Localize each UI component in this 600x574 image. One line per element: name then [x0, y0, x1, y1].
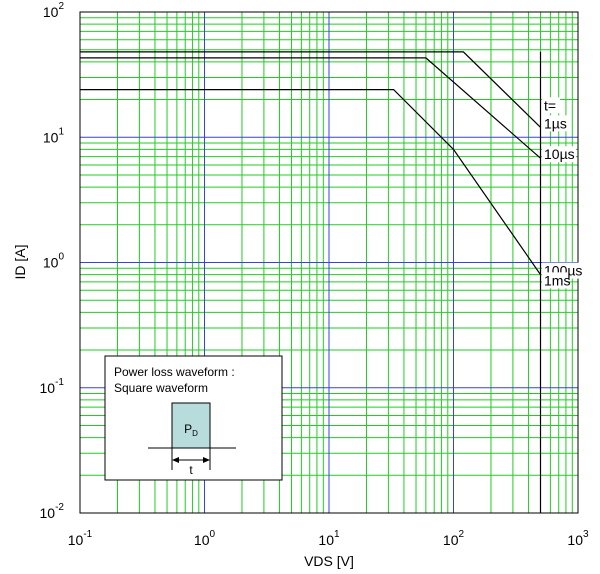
series-label-bg — [542, 115, 568, 132]
series-label-bg — [542, 272, 568, 289]
y-tick-label: 10-2 — [40, 502, 65, 521]
x-tick-label: 101 — [318, 529, 340, 548]
y-tick-label: 100 — [43, 252, 65, 271]
y-tick-label: 101 — [43, 126, 65, 145]
series-label: 1µs — [544, 115, 567, 131]
x-tick-label: 103 — [567, 529, 589, 548]
pulse-rectangle — [171, 402, 211, 449]
x-tick-label: 102 — [443, 529, 465, 548]
series-label: 10µs — [544, 146, 575, 162]
x-axis-label: VDS [V] — [304, 553, 354, 569]
series-layer — [80, 51, 542, 513]
y-axis-label: ID [A] — [12, 244, 28, 279]
series-line-1 — [80, 57, 541, 159]
plot-frame — [79, 11, 579, 514]
x-tick-label: 10-1 — [68, 529, 93, 548]
width-label: t — [189, 463, 193, 477]
y-tick-label: 10-1 — [40, 377, 65, 396]
series-label: 1ms — [544, 272, 570, 288]
x-tick-labels: 10-1 100 101 102 103 — [68, 529, 589, 548]
series-label-bg — [542, 97, 560, 114]
series-line-2 — [80, 88, 541, 275]
width-arrow-head-right — [203, 457, 210, 463]
y-tick-label: 102 — [43, 1, 65, 20]
series-label: t= — [544, 97, 556, 113]
series-line-0 — [80, 51, 541, 128]
power-loss-inset: Power loss waveform : Square waveform PD… — [104, 355, 283, 481]
pulse-label-subscript: D — [192, 429, 198, 438]
series-label-bg — [542, 146, 576, 163]
x-tick-label: 100 — [194, 529, 216, 548]
pulse-label: PD — [184, 422, 198, 438]
inset-title-line-2: Square waveform — [114, 381, 208, 395]
inset-title-line-1: Power loss waveform : — [114, 365, 235, 379]
y-tick-labels: 10-2 10-1 100 101 102 — [40, 1, 65, 521]
width-arrow-head-left — [172, 457, 179, 463]
